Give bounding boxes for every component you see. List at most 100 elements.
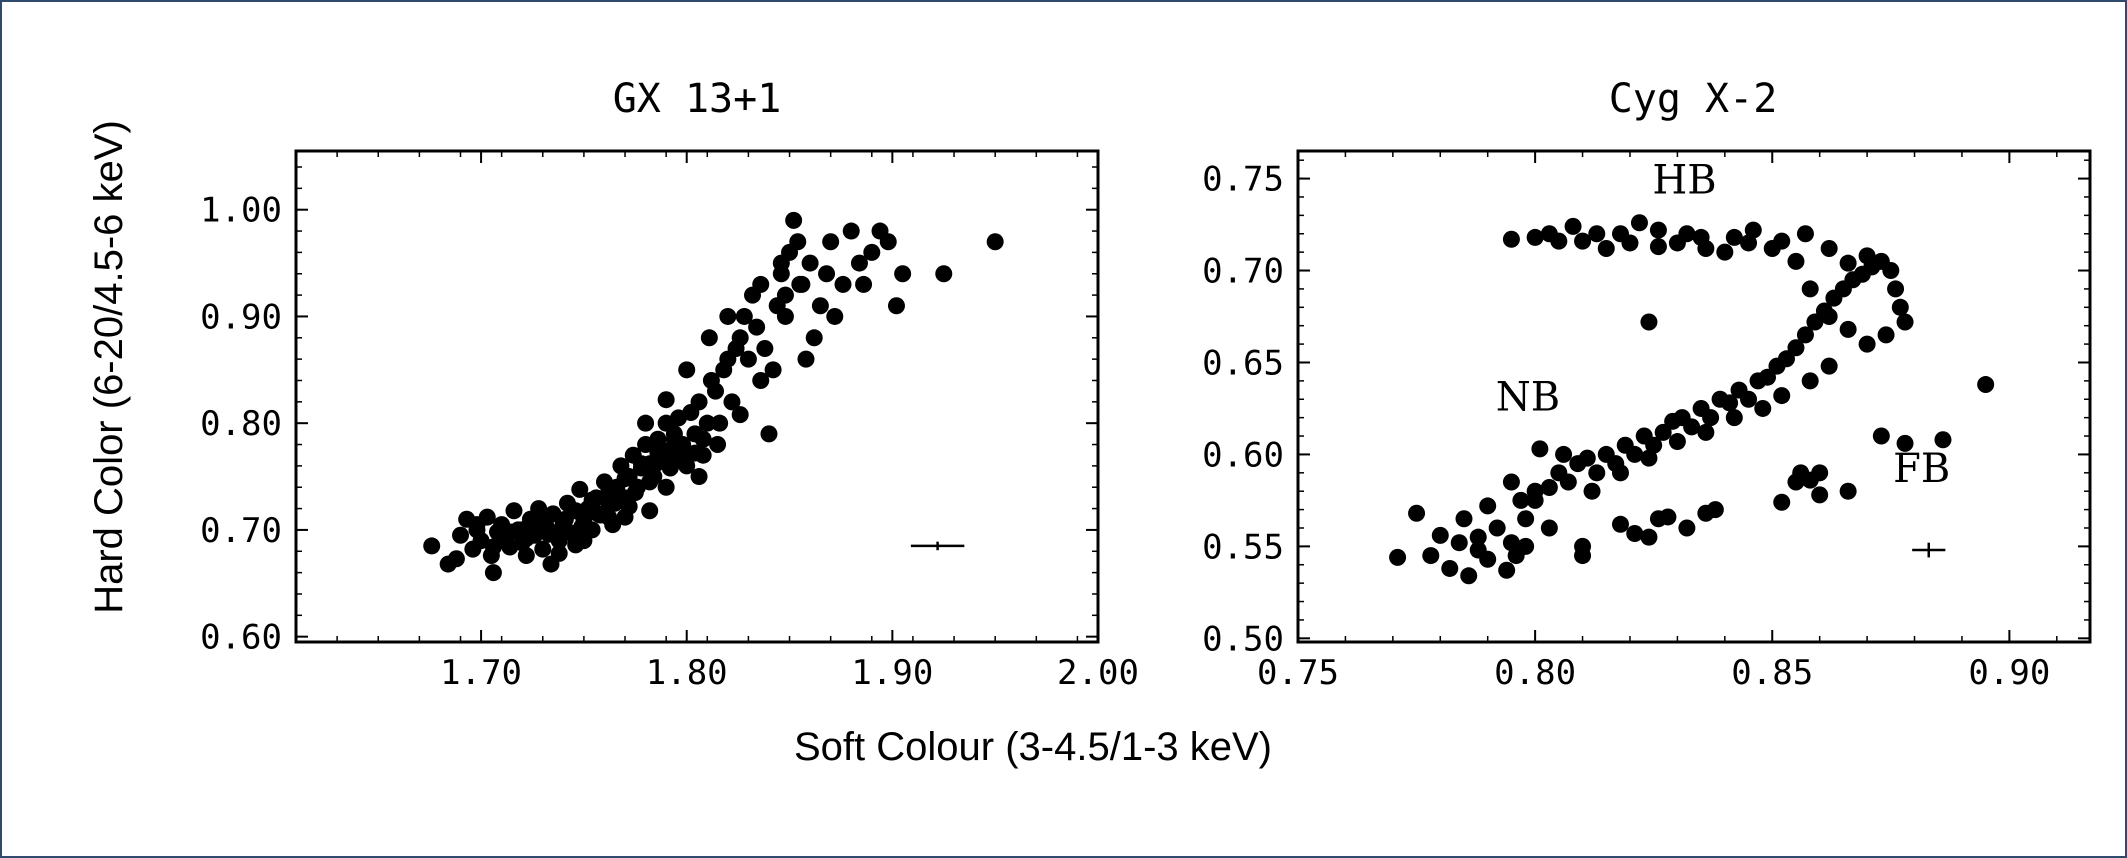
- chart1-data-point: [735, 307, 753, 325]
- chart1-data-point: [690, 393, 708, 411]
- chart1-data-point: [534, 540, 552, 558]
- chart1-data-point: [575, 532, 593, 550]
- chart2-data-point: [1649, 221, 1667, 239]
- chart1-data-point: [447, 550, 465, 568]
- chart2-data-point: [1626, 525, 1644, 543]
- chart2-data-point: [1697, 423, 1715, 441]
- chart2-ytick-label: 0.75: [1202, 160, 1284, 200]
- chart1-data-point: [752, 371, 770, 389]
- chart2-data-point: [1559, 473, 1577, 491]
- chart2-data-point: [1773, 232, 1791, 250]
- chart1-data-point: [711, 414, 729, 432]
- chart1-data-point: [641, 473, 659, 491]
- chart1-data-point: [641, 502, 659, 520]
- chart1-data-point: [731, 406, 749, 424]
- chart2-data-point: [1811, 464, 1829, 482]
- chart2-data-point: [1872, 427, 1890, 445]
- chart1-data-point: [505, 502, 523, 520]
- chart1-data-point: [986, 233, 1004, 251]
- chart2-data-point: [1588, 464, 1606, 482]
- chart1-data-point: [739, 350, 757, 368]
- chart1-data-point: [887, 297, 905, 315]
- chart2-data-point: [1702, 409, 1720, 427]
- chart2-data-point: [1597, 239, 1615, 257]
- chart1-data-point: [894, 265, 912, 283]
- chart1-data-point: [752, 275, 770, 293]
- chart2-data-point: [1887, 280, 1905, 298]
- chart2-ytick-label: 0.70: [1202, 252, 1284, 292]
- chart2-xtick-label: 0.80: [1494, 653, 1576, 693]
- chart2-data-point: [1408, 504, 1426, 522]
- chart2-data-point: [1740, 390, 1758, 408]
- chart1-data-point: [801, 254, 819, 272]
- chart2-data-point: [1891, 298, 1909, 316]
- chart2-data-point: [1611, 464, 1629, 482]
- shared-x-axis-label: Soft Colour (3-4.5/1-3 keV): [794, 725, 1272, 769]
- chart2-data-point: [1740, 234, 1758, 252]
- chart1-data-point: [452, 526, 470, 544]
- chart1-data-point: [571, 480, 589, 498]
- chart2-data-point: [1512, 491, 1530, 509]
- chart2-data-point: [1441, 559, 1459, 577]
- chart2-data-point: [1649, 238, 1667, 256]
- chart1-data-point: [863, 243, 881, 261]
- chart2-data-point: [1839, 254, 1857, 272]
- chart2-data-point: [1531, 440, 1549, 458]
- chart2-data-point: [1820, 239, 1838, 257]
- chart2-data-point: [1498, 561, 1516, 579]
- chart2-data-point: [1896, 313, 1914, 331]
- chart2-data-point: [1540, 479, 1558, 497]
- chart2-data-point: [1526, 228, 1544, 246]
- chart1-data-point: [822, 233, 840, 251]
- chart1-data-point: [606, 494, 624, 512]
- chart2-data-point: [1611, 515, 1629, 533]
- chart2-data-point: [1479, 497, 1497, 515]
- chart2-data-point: [1626, 445, 1644, 463]
- chart1-data-point: [805, 329, 823, 347]
- chart1-data-point: [632, 455, 650, 473]
- chart1-data-point: [855, 275, 873, 293]
- chart2-data-point: [1934, 431, 1952, 449]
- chart1-ytick-label: 0.60: [200, 618, 282, 658]
- chart2-data-point: [1654, 423, 1672, 441]
- chart1-data-point: [834, 275, 852, 293]
- chart1-xtick-label: 1.70: [440, 653, 522, 693]
- chart2-ytick-label: 0.65: [1202, 343, 1284, 383]
- chart2-data-point: [1839, 320, 1857, 338]
- chart2-data-point: [1469, 528, 1487, 546]
- chart1-data-point: [637, 414, 655, 432]
- shared-y-axis-label: Hard Color (6-20/4.5-6 keV): [87, 120, 131, 614]
- chart2-data-point: [1583, 482, 1601, 500]
- chart2-data-point: [1630, 214, 1648, 232]
- chart2-data-point: [1502, 534, 1520, 552]
- chart2-data-point: [1858, 335, 1876, 353]
- chart1-data-point: [583, 491, 601, 509]
- chart2-data-point: [1479, 550, 1497, 568]
- chart2-data-point: [1858, 247, 1876, 265]
- chart1-data-point: [785, 211, 803, 229]
- chart2-data-point: [1725, 228, 1743, 246]
- chart1-data-point: [616, 508, 634, 526]
- chart1-data-point: [589, 505, 607, 523]
- chart2-data-point: [1578, 449, 1596, 467]
- chart2-data-point: [1725, 409, 1743, 427]
- chart2-data-point: [1678, 225, 1696, 243]
- chart1-ytick-label: 0.90: [200, 297, 282, 337]
- chart1-data-point: [756, 339, 774, 357]
- chart2-data-point: [1502, 473, 1520, 491]
- chart1-data-point: [690, 468, 708, 486]
- chart2-data-point: [1611, 225, 1629, 243]
- chart2-data-point: [1540, 519, 1558, 537]
- chart1-data-point: [657, 391, 675, 409]
- chart1-xtick-label: 1.80: [646, 653, 728, 693]
- chart2-data-point: [1574, 547, 1592, 565]
- chart2-data-point: [1787, 473, 1805, 491]
- chart2-ytick-label: 0.50: [1202, 619, 1284, 659]
- chart2-data-point: [1460, 567, 1478, 585]
- chart1-title: GX 13+1: [613, 76, 782, 122]
- chart1-ytick-label: 0.70: [200, 511, 282, 551]
- chart2-plot-frame: [1296, 149, 2092, 644]
- chart2-data-point: [1697, 239, 1715, 257]
- chart1-data-point: [748, 318, 766, 336]
- chart1-xtick-label: 2.00: [1057, 653, 1139, 693]
